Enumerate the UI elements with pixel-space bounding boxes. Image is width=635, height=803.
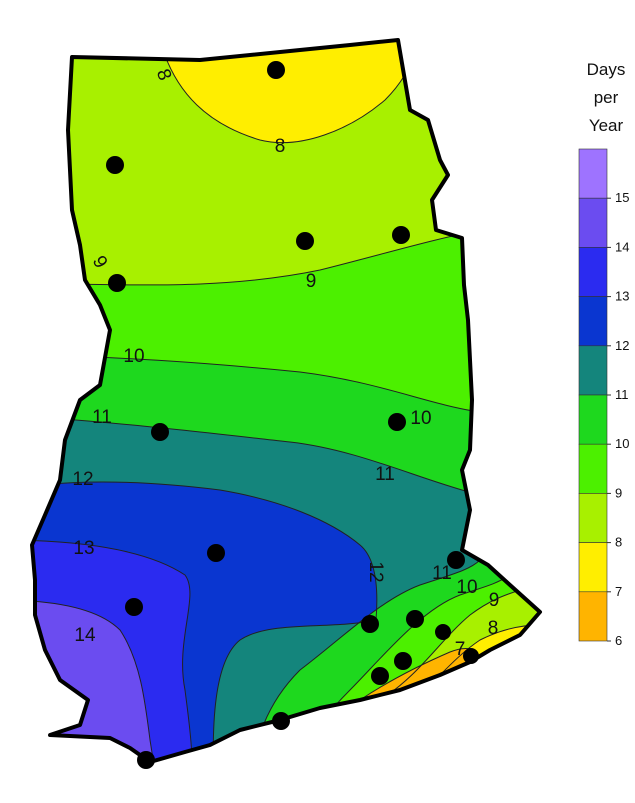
station-marker xyxy=(108,274,126,292)
legend-title-line: per xyxy=(594,88,619,107)
contour-label: 10 xyxy=(456,577,477,598)
stations xyxy=(106,61,479,769)
contour-line-8 xyxy=(159,40,421,144)
contour-label: 12 xyxy=(365,561,386,582)
contour-line-13 xyxy=(32,539,193,762)
station-marker xyxy=(125,598,143,616)
legend-band xyxy=(578,197,608,248)
contour-label: 7 xyxy=(455,639,466,660)
legend-tick-label: 14 xyxy=(615,239,629,254)
station-marker xyxy=(463,648,479,664)
contour-label: 11 xyxy=(432,563,452,584)
legend-band xyxy=(578,443,608,494)
station-marker xyxy=(392,226,410,244)
legend-tick-label: 10 xyxy=(615,436,629,451)
legend-tick-label: 15 xyxy=(615,190,629,205)
legend-band xyxy=(578,542,608,593)
station-marker xyxy=(388,413,406,431)
contour-label: 11 xyxy=(92,407,112,428)
legend-tick-label: 7 xyxy=(615,584,622,599)
legend-tick-label: 13 xyxy=(615,289,629,304)
legend-band xyxy=(578,493,608,543)
contour-label: 13 xyxy=(73,538,94,559)
legend-title-line: Days xyxy=(587,60,626,79)
band-north-7-8 xyxy=(160,40,420,143)
legend-tick-label: 12 xyxy=(615,338,629,353)
legend-band xyxy=(578,394,608,445)
station-marker xyxy=(137,751,155,769)
contour-label: 9 xyxy=(306,271,317,292)
station-marker xyxy=(371,667,389,685)
contour-line-12 xyxy=(32,481,378,762)
contour-line-11 xyxy=(32,414,481,496)
contour-label: 14 xyxy=(74,625,96,646)
station-marker xyxy=(151,423,169,441)
legend-tick-label: 11 xyxy=(615,387,629,402)
legend-band xyxy=(578,247,608,297)
station-marker xyxy=(272,712,290,730)
contour-label: 10 xyxy=(410,408,431,429)
contour-label: 12 xyxy=(72,469,93,490)
contour-label: 8 xyxy=(275,136,286,157)
contour-label: 8 xyxy=(488,618,499,639)
station-marker xyxy=(296,232,314,250)
station-marker xyxy=(361,615,379,633)
station-marker xyxy=(267,61,285,79)
legend-band xyxy=(578,296,608,347)
contour-line-14 xyxy=(32,599,161,762)
legend-band xyxy=(578,345,608,396)
station-marker xyxy=(435,624,451,640)
legend-band xyxy=(578,591,608,642)
legend-band xyxy=(578,148,608,199)
legend-ticks: 15 14 13 12 11 10 9 8 7 6 xyxy=(607,190,629,648)
legend-tick-label: 8 xyxy=(615,535,622,550)
station-marker xyxy=(207,544,225,562)
legend-color-bar xyxy=(578,148,608,642)
legend-tick-label: 9 xyxy=(615,485,622,500)
legend-title-line: Year xyxy=(589,116,624,135)
contour-label: 9 xyxy=(489,590,500,611)
contour-label: 10 xyxy=(123,346,144,367)
station-marker xyxy=(406,610,424,628)
contour-label: 11 xyxy=(375,464,395,485)
legend: Days per Year 15 14 13 12 11 10 9 8 7 6 xyxy=(578,60,629,648)
country-border xyxy=(30,38,542,764)
band-se-6-7 xyxy=(360,648,478,700)
contour-labels: 8 8 9 9 10 10 11 11 12 12 13 14 11 10 9 … xyxy=(72,66,499,660)
station-marker xyxy=(447,551,465,569)
station-marker xyxy=(394,652,412,670)
legend-tick-label: 6 xyxy=(615,633,622,648)
station-marker xyxy=(106,156,124,174)
